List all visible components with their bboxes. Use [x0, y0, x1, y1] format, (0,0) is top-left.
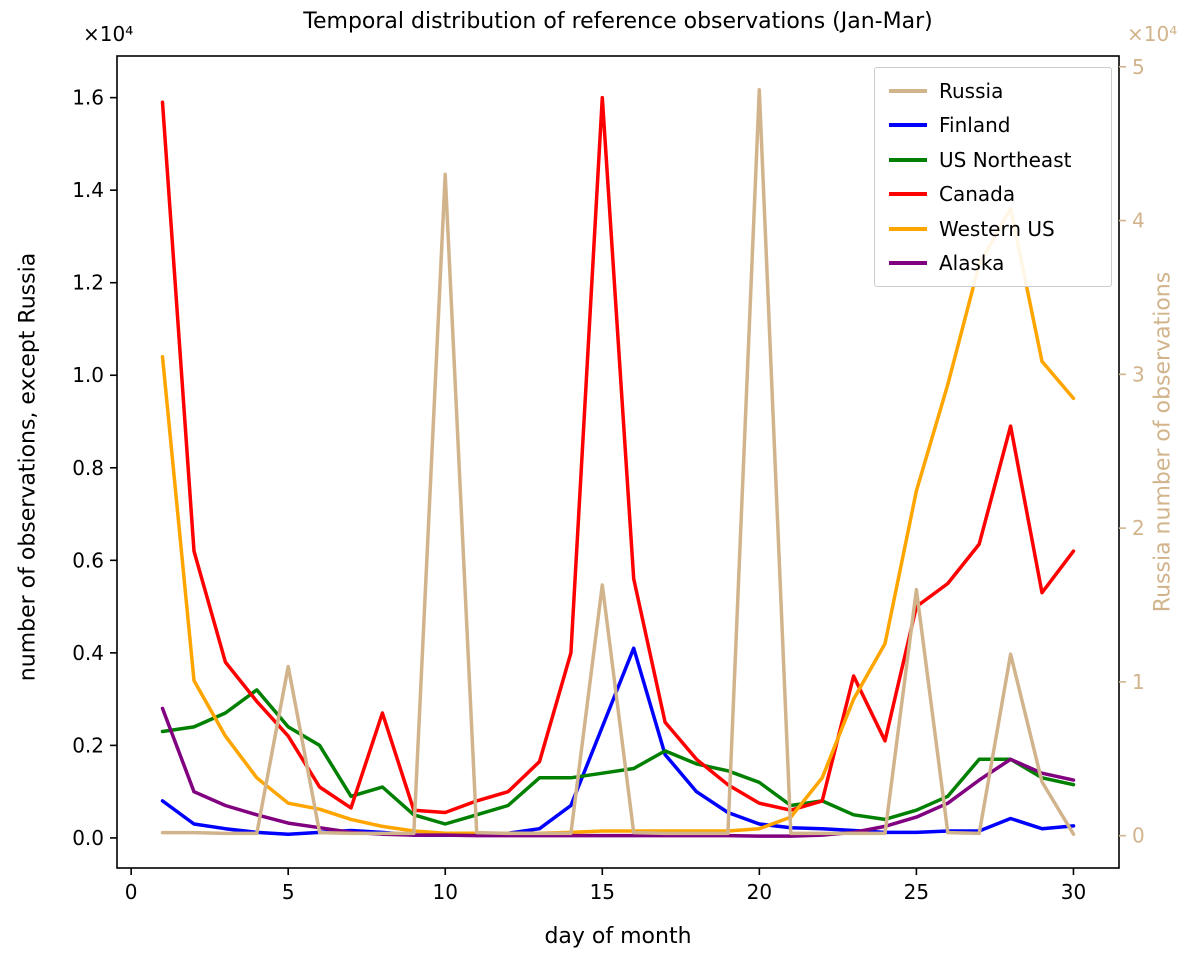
y-tick-label-right: 1 — [1132, 670, 1145, 694]
x-tick-label: 0 — [125, 880, 138, 904]
legend-line-swatch — [889, 123, 927, 128]
x-tick-label: 10 — [433, 880, 458, 904]
legend-line-swatch — [889, 89, 927, 93]
y-tick-label-right: 5 — [1132, 55, 1145, 79]
x-axis-label: day of month — [544, 924, 692, 949]
series-line-us-northeast — [160, 688, 1076, 826]
legend: Russia Finland US Northeast Canada Western U… — [874, 67, 1112, 287]
x-tick-label: 5 — [282, 880, 295, 904]
legend-item-western-us: Western US — [889, 217, 1097, 241]
legend-line-swatch — [889, 260, 927, 265]
series-line-canada — [160, 95, 1076, 815]
x-tick-label: 25 — [904, 880, 929, 904]
legend-line-swatch — [889, 157, 927, 162]
y-tick-label-left: 0.8 — [72, 456, 104, 480]
x-tick-label: 30 — [1061, 880, 1086, 904]
legend-label: Alaska — [939, 250, 1005, 275]
y-tick-label-left: 1.2 — [72, 271, 104, 295]
y-tick-label-left: 0.4 — [72, 641, 104, 665]
y-tick-label-left: 0.6 — [72, 548, 104, 572]
legend-item-alaska: Alaska — [889, 251, 1097, 275]
legend-label: Finland — [939, 113, 1011, 138]
y-tick-label-left: 0.0 — [72, 826, 104, 850]
legend-item-canada: Canada — [889, 182, 1097, 206]
y-axis-label-right: Russia number of observations — [1150, 271, 1176, 613]
x-tick-label: 15 — [590, 880, 615, 904]
legend-line-swatch — [889, 226, 927, 231]
legend-item-finland: Finland — [889, 113, 1097, 137]
series-line-finland — [160, 646, 1076, 837]
y-axis-label-left: number of observations, except Russia — [15, 252, 41, 682]
y-offset-text-right: ×10⁴ — [1127, 22, 1178, 46]
y-tick-label-right: 0 — [1132, 824, 1145, 848]
legend-item-russia: Russia — [889, 79, 1097, 103]
chart-title: Temporal distribution of reference obser… — [303, 9, 933, 34]
legend-label: US Northeast — [939, 147, 1072, 172]
y-tick-label-left: 1.0 — [72, 363, 104, 387]
y-tick-label-left: 0.2 — [72, 733, 104, 757]
y-tick-label-left: 1.4 — [72, 178, 104, 202]
x-tick-label: 20 — [747, 880, 772, 904]
legend-label: Russia — [939, 79, 1004, 103]
y-tick-label-right: 4 — [1132, 209, 1145, 233]
y-tick-label-right: 2 — [1132, 516, 1145, 540]
legend-item-us-northeast: US Northeast — [889, 148, 1097, 172]
plot-border — [116, 55, 1120, 869]
legend-label: Canada — [939, 182, 1016, 207]
legend-label: Western US — [939, 216, 1055, 241]
y-tick-label-left: 1.6 — [72, 86, 104, 110]
series-line-alaska — [160, 706, 1076, 838]
series-line-russia — [160, 88, 1076, 836]
y-offset-text-left: ×10⁴ — [83, 22, 134, 46]
y-tick-label-right: 3 — [1132, 362, 1145, 386]
legend-line-swatch — [889, 192, 927, 197]
